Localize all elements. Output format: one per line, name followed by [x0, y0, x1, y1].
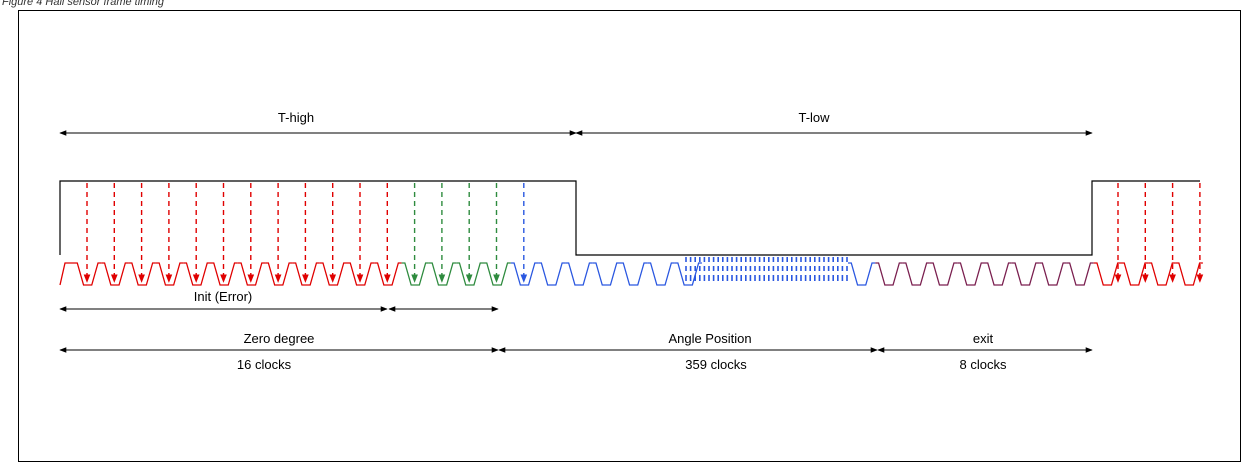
clock-pulse	[903, 263, 930, 285]
clock-pulse	[985, 263, 1012, 285]
clock-pulse	[875, 263, 902, 285]
clock-pulse	[1148, 263, 1175, 285]
clock-pulse	[930, 263, 957, 285]
angle-position-label: Angle Position	[668, 331, 751, 346]
zero-degree-label: Zero degree	[244, 331, 315, 346]
clock-pulse	[647, 263, 674, 285]
clock-pulse	[848, 263, 875, 285]
clock-pulse	[1121, 263, 1148, 285]
clock-pulse	[675, 263, 702, 285]
t-low-label: T-low	[798, 110, 830, 125]
clock-pulse	[565, 263, 592, 285]
exit-label: exit	[973, 331, 994, 346]
init-error-label: Init (Error)	[194, 289, 253, 304]
zero-degree-clocks: 16 clocks	[237, 357, 292, 372]
clock-pulse	[538, 263, 565, 285]
clock-pulse	[1176, 263, 1203, 285]
clock-pulse	[620, 263, 647, 285]
t-high-label: T-high	[278, 110, 314, 125]
clock-pulse	[593, 263, 620, 285]
clock-pulse	[1039, 263, 1066, 285]
clock-pulse	[1012, 263, 1039, 285]
clock-pulse	[1094, 263, 1121, 285]
exit-clocks: 8 clocks	[960, 357, 1007, 372]
clock-pulse	[60, 263, 74, 285]
clock-pulse	[957, 263, 984, 285]
clock-pulse	[1066, 263, 1093, 285]
clock-signal	[60, 257, 1203, 285]
output-signal	[60, 181, 1200, 255]
angle-position-clocks: 359 clocks	[685, 357, 747, 372]
